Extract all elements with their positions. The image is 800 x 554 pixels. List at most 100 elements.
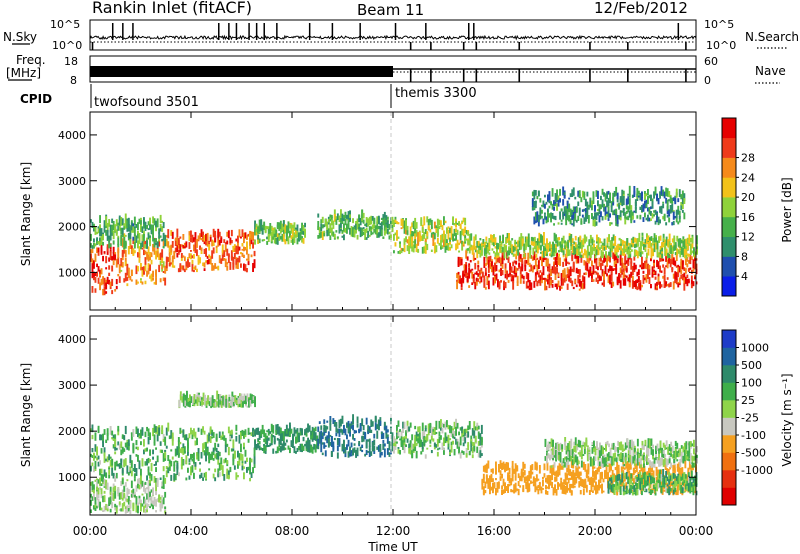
heatmap-cell: [299, 232, 302, 241]
heatmap-cell: [162, 475, 165, 485]
heatmap-cell: [94, 288, 97, 293]
heatmap-cell: [644, 277, 646, 281]
heatmap-cell: [164, 491, 167, 498]
heatmap-cell: [287, 221, 290, 227]
heatmap-cell: [173, 250, 176, 254]
heatmap-cell: [252, 231, 254, 241]
heatmap-cell: [141, 281, 144, 285]
heatmap-cell: [610, 480, 612, 488]
heatmap-cell: [127, 439, 130, 447]
heatmap-cell: [589, 199, 592, 208]
heatmap-cell: [97, 277, 100, 284]
heatmap-cell: [630, 239, 633, 245]
heatmap-cell: [406, 230, 409, 235]
heatmap-cell: [505, 237, 507, 244]
heatmap-cell: [365, 440, 368, 449]
heatmap-cell: [513, 484, 516, 493]
heatmap-cell: [400, 250, 403, 254]
heatmap-cell: [575, 476, 578, 484]
heatmap-cell: [606, 440, 609, 446]
heatmap-cell: [405, 444, 407, 447]
heatmap-cell: [677, 198, 680, 203]
heatmap-cell: [383, 225, 386, 231]
heatmap-cell: [677, 264, 680, 268]
heatmap-cell: [650, 194, 652, 202]
heatmap-cell: [115, 472, 118, 479]
heatmap-cell: [537, 190, 540, 197]
heatmap-cell: [190, 230, 192, 238]
heatmap-cell: [143, 222, 145, 229]
heatmap-cell: [127, 267, 130, 277]
heatmap-cell: [289, 447, 291, 454]
heatmap-cell: [368, 216, 371, 226]
heatmap-cell: [545, 201, 548, 205]
heatmap-cell: [601, 188, 604, 195]
heatmap-cell: [690, 279, 693, 285]
heatmap-cell: [657, 261, 660, 269]
heatmap-cell: [394, 232, 397, 236]
heatmap-cell: [205, 260, 207, 263]
heatmap-cell: [580, 240, 583, 249]
heatmap-cell: [179, 263, 182, 272]
heatmap-cell: [338, 428, 341, 437]
heatmap-cell: [296, 224, 299, 234]
heatmap-cell: [453, 223, 456, 226]
heatmap-cell: [645, 274, 648, 283]
heatmap-cell: [146, 426, 148, 432]
heatmap-cell: [320, 231, 323, 238]
heatmap-cell: [517, 244, 520, 247]
heatmap-cell: [620, 245, 623, 251]
heatmap-cell: [622, 272, 625, 279]
heatmap-cell: [651, 201, 654, 206]
heatmap-cell: [618, 202, 621, 209]
heatmap-cell: [578, 278, 581, 287]
heatmap-cell: [155, 242, 157, 246]
heatmap-cell: [459, 230, 462, 237]
heatmap-cell: [144, 263, 147, 272]
heatmap-cell: [257, 226, 260, 234]
heatmap-cell: [528, 470, 531, 475]
heatmap-cell: [557, 222, 560, 225]
heatmap-cell: [563, 268, 566, 277]
heatmap-cell: [627, 277, 630, 282]
heatmap-cell: [141, 241, 144, 248]
heatmap-cell: [261, 239, 264, 242]
heatmap-cell: [493, 484, 496, 487]
heatmap-cell: [679, 245, 682, 251]
heatmap-cell: [544, 257, 546, 260]
heatmap-cell: [623, 484, 626, 490]
heatmap-cell: [143, 449, 145, 453]
heatmap-cell: [336, 452, 339, 459]
heatmap-cell: [90, 219, 92, 223]
heatmap-cell: [622, 263, 625, 268]
heatmap-cell: [258, 431, 261, 440]
heatmap-cell: [601, 282, 604, 286]
heatmap-cell: [130, 269, 133, 276]
heatmap-cell: [668, 199, 671, 202]
heatmap-cell: [433, 232, 436, 240]
heatmap-cell: [530, 255, 533, 259]
heatmap-cell: [498, 481, 500, 489]
heatmap-cell: [266, 226, 269, 229]
heatmap-cell: [641, 455, 644, 461]
heatmap-cell: [316, 435, 319, 439]
heatmap-cell: [447, 229, 450, 237]
heatmap-cell: [521, 261, 524, 270]
heatmap-cell: [591, 260, 593, 267]
heatmap-cell: [393, 250, 395, 254]
heatmap-cell: [400, 436, 403, 446]
heatmap-cell: [544, 243, 547, 248]
heatmap-cell: [624, 254, 627, 264]
heatmap-cell: [114, 475, 117, 482]
heatmap-cell: [616, 490, 619, 496]
heatmap-cell: [584, 208, 587, 213]
heatmap-cell: [582, 465, 585, 470]
heatmap-cell: [528, 474, 531, 481]
heatmap-cell: [304, 230, 306, 237]
heatmap-cell: [600, 256, 602, 262]
heatmap-cell: [202, 239, 204, 242]
heatmap-cell: [433, 249, 436, 254]
heatmap-cell: [96, 263, 98, 268]
heatmap-cell: [149, 506, 151, 509]
heatmap-cell: [176, 228, 179, 238]
